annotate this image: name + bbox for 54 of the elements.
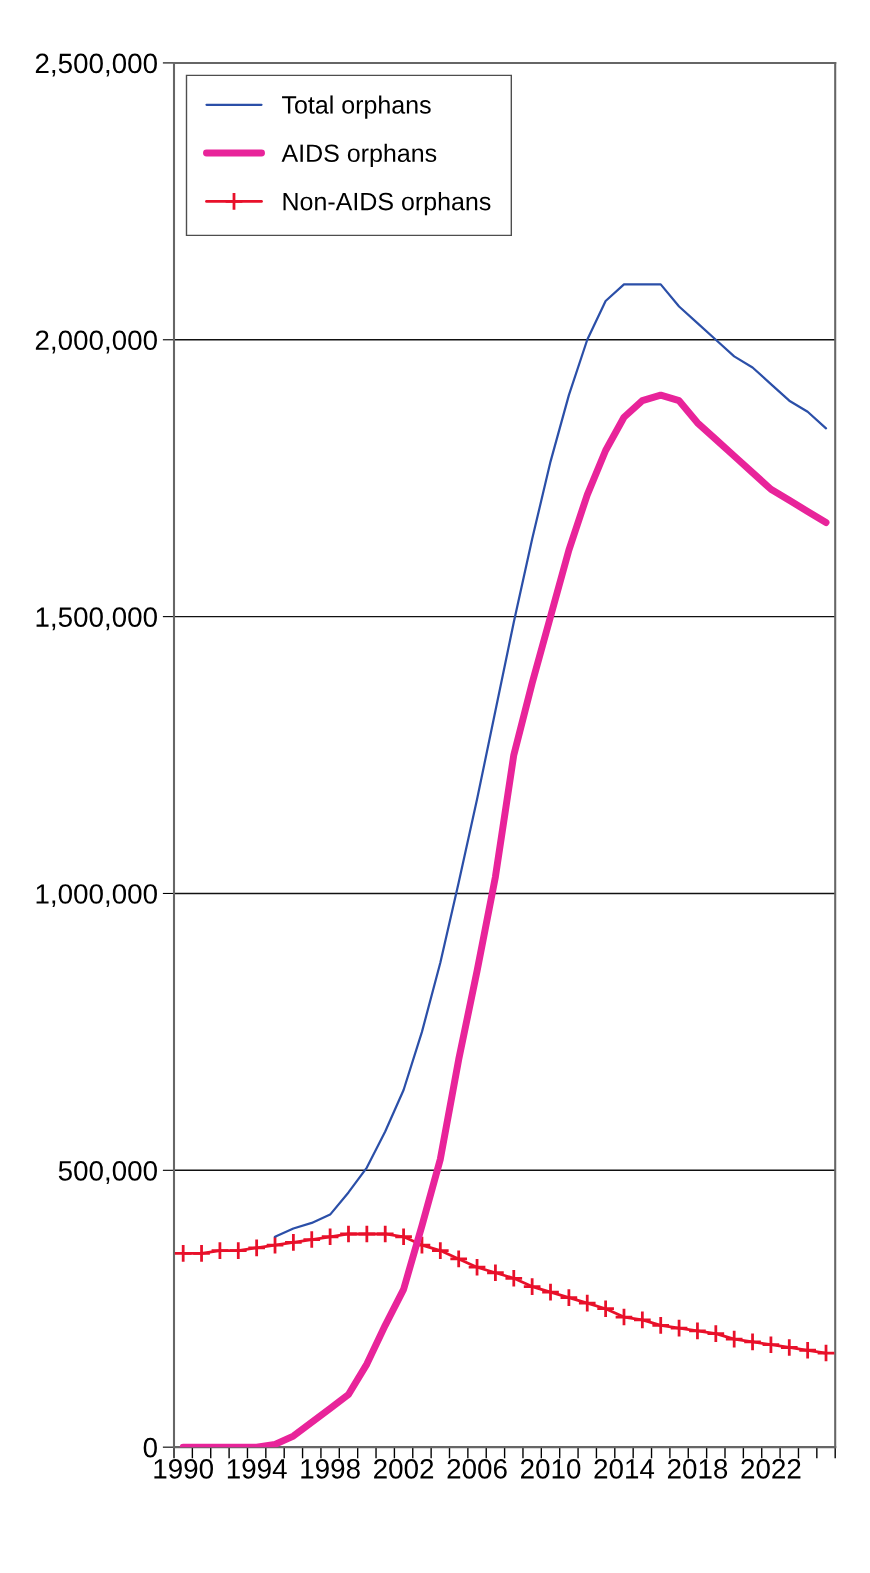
point: [779, 1337, 800, 1358]
point: [485, 1263, 506, 1283]
point: [559, 1287, 579, 1308]
y-tick-label: 2,500,000: [35, 53, 157, 77]
point: [504, 1268, 524, 1289]
legend-label: AIDS orphans: [281, 143, 437, 168]
legend-label: Total orphans: [282, 95, 431, 119]
point: [228, 1240, 249, 1261]
point: [357, 1224, 377, 1244]
x-tick-label: 1994: [227, 1459, 287, 1479]
point: [650, 1315, 671, 1336]
point: [595, 1299, 616, 1319]
point: [687, 1321, 708, 1341]
x-tick-label: 2022: [741, 1459, 801, 1479]
point: [375, 1224, 395, 1244]
point: [283, 1232, 304, 1253]
x-tick-label: 2014: [594, 1459, 655, 1479]
x-tick-label: 1990: [154, 1459, 213, 1479]
point: [320, 1227, 340, 1247]
point: [265, 1235, 285, 1255]
y-tick-label: 2,000,000: [35, 330, 157, 354]
point: [577, 1293, 597, 1313]
point: [724, 1329, 744, 1349]
point: [522, 1276, 542, 1297]
point: [191, 1243, 212, 1264]
y-tick-label: 500,000: [58, 1160, 157, 1184]
point: [210, 1240, 230, 1261]
point: [246, 1238, 267, 1258]
y-tick-label: 0: [143, 1437, 157, 1458]
x-tick-label: 2018: [667, 1459, 728, 1479]
point: [302, 1229, 322, 1250]
point: [430, 1240, 451, 1261]
point: [816, 1343, 836, 1363]
point: [797, 1340, 818, 1360]
x-tick-label: 2010: [521, 1459, 581, 1479]
y-tick-label: 1,500,000: [36, 607, 157, 631]
line-series: [273, 283, 828, 1238]
point: [174, 1243, 193, 1264]
point: [540, 1282, 561, 1302]
point: [467, 1257, 487, 1277]
point: [669, 1318, 689, 1338]
point: [614, 1307, 634, 1327]
point: [761, 1335, 781, 1355]
point: [448, 1249, 469, 1269]
point: [393, 1227, 414, 1247]
point: [706, 1323, 726, 1344]
legend-label: Non-AIDS orphans: [283, 192, 491, 216]
x-tick-label: 2006: [447, 1459, 507, 1479]
point: [742, 1332, 763, 1352]
point: [338, 1224, 359, 1244]
x-tick-label: 2002: [374, 1459, 434, 1479]
x-tick-label: 1998: [301, 1459, 360, 1479]
point: [632, 1310, 653, 1330]
y-tick-label: 1,000,000: [36, 884, 157, 908]
